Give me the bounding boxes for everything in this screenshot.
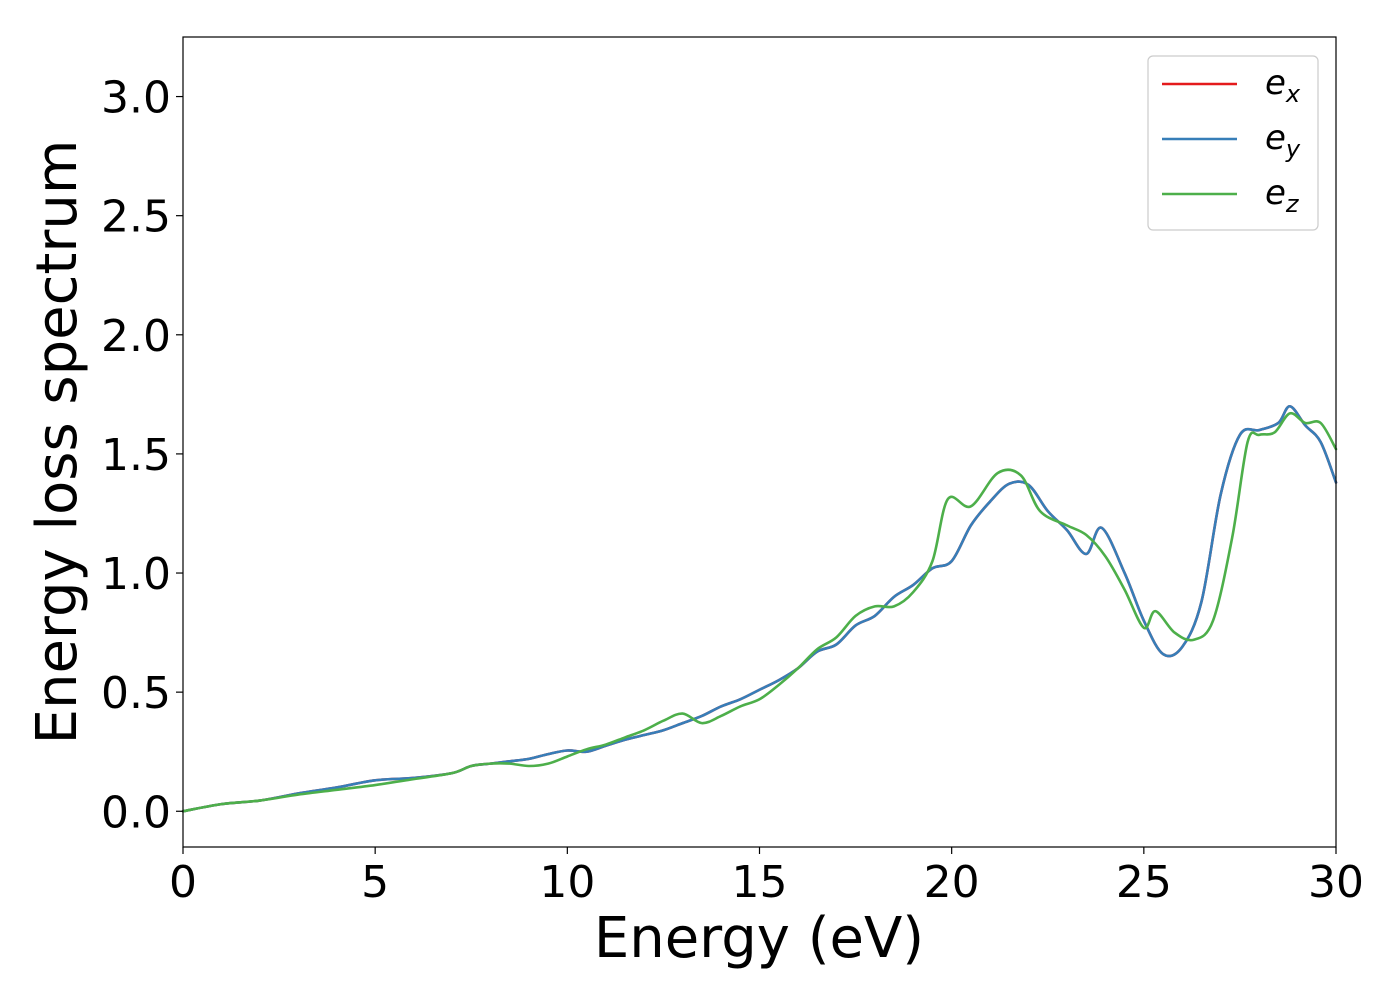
y-tick-label: 2.0 <box>101 311 171 362</box>
series-layer <box>181 404 1338 813</box>
x-axis-title: Energy (eV) <box>594 906 924 971</box>
x-tick-label: 25 <box>1116 857 1172 908</box>
y-tick-label: 3.0 <box>101 73 171 124</box>
legend-box <box>1147 55 1319 231</box>
x-tick-label: 5 <box>361 857 389 908</box>
plot-area <box>183 37 1336 847</box>
legend-subscript: x <box>1285 80 1301 108</box>
x-tick-label: 0 <box>169 857 197 908</box>
x-tick-label: 15 <box>732 857 788 908</box>
y-tick-label: 1.5 <box>101 430 171 481</box>
x-tick-label: 20 <box>924 857 980 908</box>
legend-subscript: z <box>1285 190 1300 218</box>
x-tick-label: 10 <box>539 857 595 908</box>
y-tick-label: 2.5 <box>101 192 171 243</box>
legend-subscript: y <box>1285 135 1301 163</box>
series-line-z <box>181 411 1338 813</box>
y-axis-title: Energy loss spectrum <box>25 140 90 745</box>
y-axis-ticks: 0.0 0.5 1.0 1.5 2.0 2.5 3.0 <box>101 73 183 838</box>
x-tick-label: 30 <box>1308 857 1364 908</box>
x-axis-ticks: 0 5 10 15 20 25 30 <box>169 847 1364 908</box>
y-tick-label: 0.5 <box>101 668 171 719</box>
y-tick-label: 1.0 <box>101 549 171 600</box>
y-tick-label: 0.0 <box>101 787 171 838</box>
